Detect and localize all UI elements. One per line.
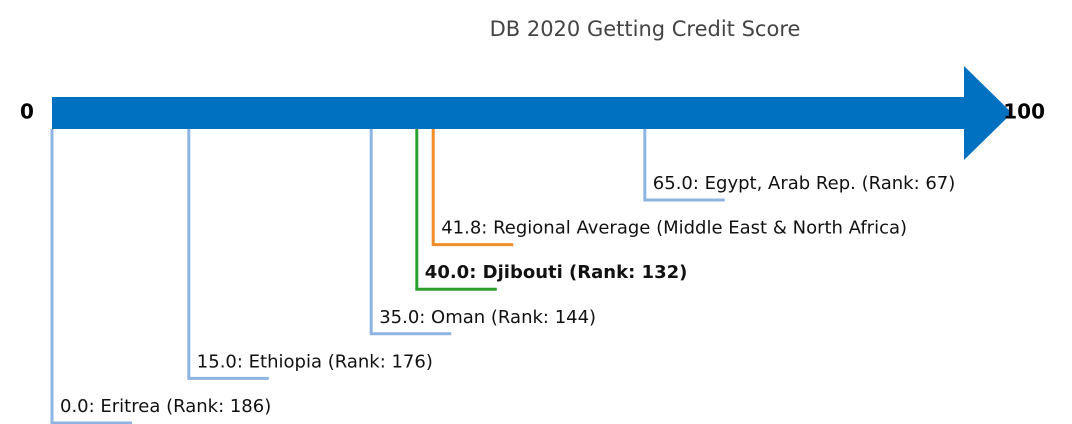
- x-tick-label: 100: [1003, 100, 1045, 124]
- axis-arrow: [52, 66, 1012, 160]
- chart-title: DB 2020 Getting Credit Score: [490, 17, 801, 41]
- marker-line: [431, 129, 514, 247]
- marker-line: [643, 129, 725, 202]
- marker-label: 0.0: Eritrea (Rank: 186): [60, 396, 271, 417]
- marker-label: 35.0: Oman (Rank: 144): [379, 307, 596, 328]
- marker-label: 15.0: Ethiopia (Rank: 176): [197, 351, 433, 372]
- marker-line: [369, 129, 452, 336]
- x-tick-label: 0: [20, 100, 34, 124]
- marker-label: 40.0: Djibouti (Rank: 132): [425, 262, 688, 283]
- marker-line: [415, 129, 497, 291]
- marker-label: 41.8: Regional Average (Middle East & No…: [441, 218, 907, 239]
- marker-line: [50, 129, 132, 424]
- marker-line: [187, 129, 269, 380]
- marker-label: 65.0: Egypt, Arab Rep. (Rank: 67): [653, 173, 955, 194]
